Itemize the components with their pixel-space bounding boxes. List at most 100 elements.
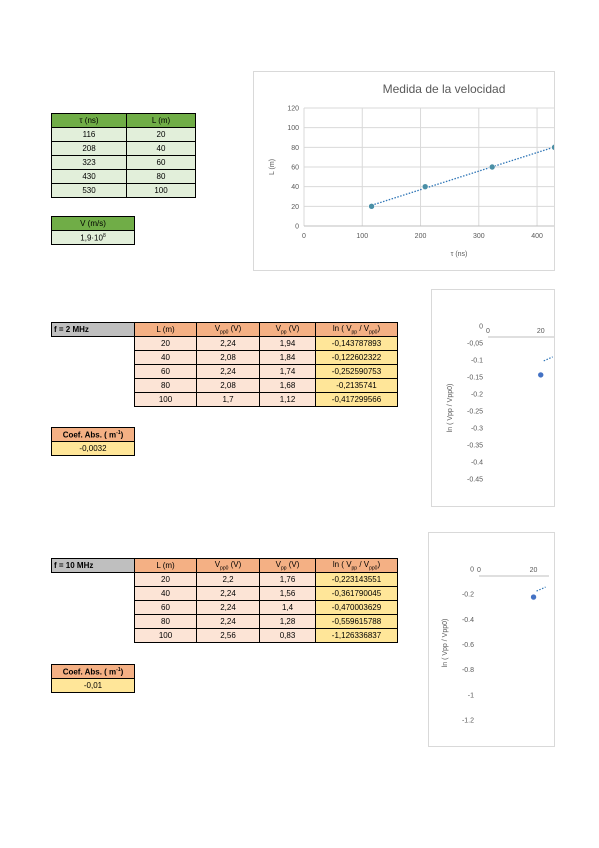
trendline <box>371 146 554 206</box>
table-cell[interactable]: 2,24 <box>196 586 260 601</box>
x-tick-label: 20 <box>530 567 538 574</box>
velocity-result-table: V (m/s) 1,9·108 <box>51 216 135 245</box>
table-cell[interactable]: 1,56 <box>259 586 316 601</box>
y-tick-label: -0.2 <box>471 392 483 399</box>
absorption-chart-2mhz-svg: 0-0,05-0.1-0.15-0.2-0.25-0.3-0.35-0.4-0.… <box>447 324 554 484</box>
table-cell[interactable]: -1,126336837 <box>315 628 398 643</box>
table-cell[interactable]: 2,56 <box>196 628 260 643</box>
velocity-exponent: 8 <box>102 232 106 239</box>
table-cell[interactable]: 2,24 <box>196 364 260 379</box>
table-cell[interactable]: 20 <box>126 127 196 142</box>
table-cell[interactable]: 80 <box>134 614 197 629</box>
coef-value[interactable]: -0,0032 <box>51 441 135 456</box>
tau-header: τ (ns) <box>51 113 127 128</box>
table-cell[interactable]: 2,24 <box>196 600 260 615</box>
coef-table-10mhz: Coef. Abs. ( m-1) -0,01 <box>51 664 135 693</box>
table-cell[interactable]: -0,361790045 <box>315 586 398 601</box>
y-tick-label: -0.2 <box>462 592 474 599</box>
velocity-chart[interactable]: Medida de la velocidad 0 20 40 60 80 100 120 0 10… <box>253 71 555 271</box>
absorption-chart-10mhz[interactable]: 0 -0.2 -0.4 -0.6 -0.8 -1 -1.2 0 20 ln ( Vpp / Vpp… <box>428 532 555 747</box>
table-cell[interactable]: 100 <box>126 183 196 198</box>
y-axis-label: ln ( Vpp / Vpp0) <box>447 384 454 433</box>
table-cell[interactable]: 530 <box>51 183 127 198</box>
ln-header: ln ( Vpp / Vpp0) <box>315 322 398 337</box>
table-cell[interactable]: 60 <box>134 364 197 379</box>
velocity-header: V (m/s) <box>51 216 135 231</box>
y-axis-label: L (m) <box>269 159 276 175</box>
x-tick-label: 0 <box>302 233 306 240</box>
table-cell[interactable]: 100 <box>134 628 197 643</box>
table-cell[interactable]: 1,12 <box>259 392 316 407</box>
coef-exp: -1 <box>116 666 121 673</box>
trendline <box>536 586 546 592</box>
table-cell[interactable]: -0,2135741 <box>315 378 398 393</box>
coef-header: Coef. Abs. ( m-1) <box>51 427 135 442</box>
x-tick-label: 300 <box>473 233 485 240</box>
table-cell[interactable]: -0,470003629 <box>315 600 398 615</box>
table-cell[interactable]: 40 <box>126 141 196 156</box>
x-tick-label: 0 <box>486 328 490 335</box>
velocity-chart-svg: Medida de la velocidad 0 20 40 60 80 100 120 0 10… <box>269 82 554 258</box>
table-cell[interactable]: 208 <box>51 141 127 156</box>
y-tick-label: -0.25 <box>467 409 483 416</box>
x-tick-label: 0 <box>477 567 481 574</box>
y-tick-label: -0.1 <box>471 358 483 365</box>
y-tick-label: 20 <box>291 204 299 211</box>
velocity-value-cell[interactable]: 1,9·108 <box>51 230 135 245</box>
data-point <box>551 144 554 151</box>
y-tick-label: -1 <box>468 692 474 699</box>
table-cell[interactable]: 2,24 <box>196 614 260 629</box>
table-cell[interactable]: -0,252590753 <box>315 364 398 379</box>
table-2mhz: f = 2 MHz L (m) Vpp0 (V) Vpp (V) ln ( Vp… <box>51 322 398 407</box>
table-cell[interactable]: 1,74 <box>259 364 316 379</box>
velocity-table: τ (ns) L (m) 116 20 208 40 323 60 430 80 530… <box>51 113 196 198</box>
coef-value[interactable]: -0,01 <box>51 678 135 693</box>
y-tick-label: -0,05 <box>467 341 483 348</box>
y-tick-label: -0.8 <box>462 667 474 674</box>
table-cell[interactable]: 80 <box>126 169 196 184</box>
l-header: L (m) <box>134 322 197 337</box>
table-cell[interactable]: 60 <box>134 600 197 615</box>
data-point <box>537 371 545 379</box>
table-cell[interactable]: 323 <box>51 155 127 170</box>
table-cell[interactable]: -0,223143551 <box>315 572 398 587</box>
table-cell[interactable]: 2,24 <box>196 336 260 351</box>
chart-title: Medida de la velocidad <box>383 82 506 96</box>
absorption-chart-10mhz-svg: 0 -0.2 -0.4 -0.6 -0.8 -1 -1.2 0 20 ln ( Vpp / Vpp… <box>442 567 549 725</box>
table-cell[interactable]: 2,2 <box>196 572 260 587</box>
x-tick-label: 20 <box>537 328 545 335</box>
table-cell[interactable]: 0,83 <box>259 628 316 643</box>
table-cell[interactable]: 1,28 <box>259 614 316 629</box>
table-cell[interactable]: 40 <box>134 350 197 365</box>
y-tick-label: 100 <box>287 125 299 132</box>
table-cell[interactable]: 1,94 <box>259 336 316 351</box>
table-cell[interactable]: 1,4 <box>259 600 316 615</box>
table-cell[interactable]: 80 <box>134 378 197 393</box>
x-tick-label: 400 <box>531 233 543 240</box>
table-cell[interactable]: 40 <box>134 586 197 601</box>
table-cell[interactable]: 60 <box>126 155 196 170</box>
y-tick-label: 120 <box>287 106 299 113</box>
y-tick-label: 40 <box>291 184 299 191</box>
table-cell[interactable]: 20 <box>134 572 197 587</box>
table-cell[interactable]: 116 <box>51 127 127 142</box>
absorption-chart-2mhz[interactable]: 0 -0,05 -0.1 -0.15 -0.2 -0.25 -0.3 -0.35 -0.4 -0.… <box>431 289 555 507</box>
table-cell[interactable]: 2,08 <box>196 350 260 365</box>
table-cell[interactable]: 430 <box>51 169 127 184</box>
table-cell[interactable]: 1,76 <box>259 572 316 587</box>
table-cell[interactable]: -0,143787893 <box>315 336 398 351</box>
table-cell[interactable]: 100 <box>134 392 197 407</box>
table-cell[interactable]: -0,417299566 <box>315 392 398 407</box>
y-tick-label: -0.3 <box>471 426 483 433</box>
table-cell[interactable]: -0,122602322 <box>315 350 398 365</box>
y-tick-label: 0 <box>479 324 483 331</box>
table-cell[interactable]: 2,08 <box>196 378 260 393</box>
table-cell[interactable]: 1,84 <box>259 350 316 365</box>
y-tick-label: -0.4 <box>471 460 483 467</box>
table-cell[interactable]: -0,559615788 <box>315 614 398 629</box>
y-tick-label: 60 <box>291 165 299 172</box>
table-cell[interactable]: 1,68 <box>259 378 316 393</box>
table-cell[interactable]: 1,7 <box>196 392 260 407</box>
table-cell[interactable]: 20 <box>134 336 197 351</box>
y-tick-label: -0.4 <box>462 617 474 624</box>
